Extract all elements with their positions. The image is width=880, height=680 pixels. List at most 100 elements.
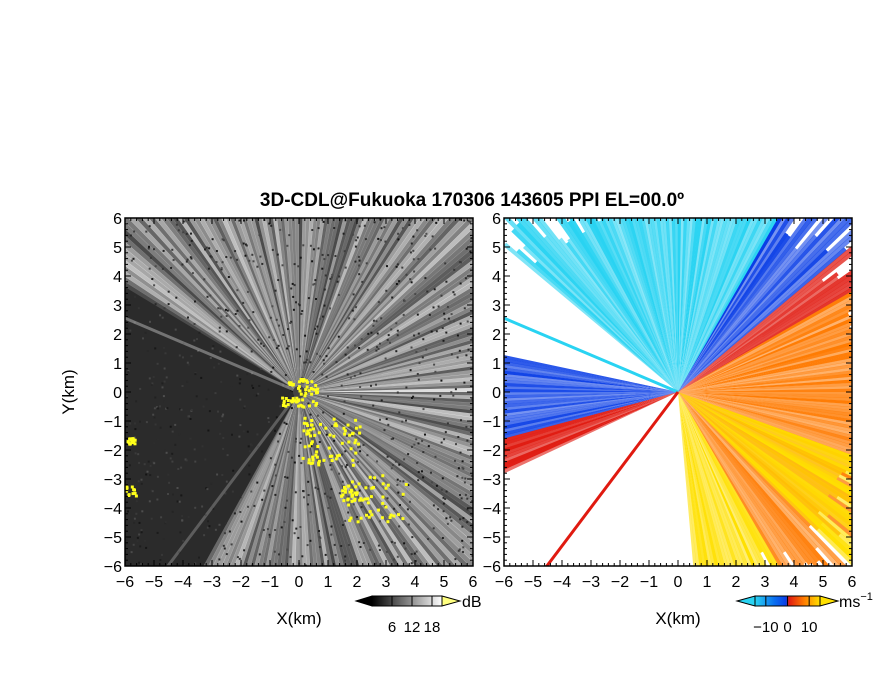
right-xlabel: X(km) [655,609,700,628]
left-isolated-ray [166,391,301,566]
left-noise [274,463,277,466]
left-flag-pixel [327,446,331,450]
right-velocity-beam [567,238,678,392]
left-noise [140,482,143,485]
left-flag-pixel [314,388,318,392]
right-velocity-beam [504,382,678,392]
left-noise [172,493,174,496]
left-noise [151,278,154,280]
left-beam [125,228,299,392]
left-xtick-label: −6 [116,574,134,591]
right-velocity-beam [678,392,812,528]
left-noise [139,387,142,390]
right-colorbar-unit-sup: −1 [860,591,873,603]
left-noise [394,460,397,463]
left-beam [128,218,299,392]
left-noise [217,307,220,310]
right-xtick-label: 0 [674,574,683,591]
left-beam [299,218,352,392]
left-flag-pixel [342,499,346,503]
left-flag-pixel [340,494,344,498]
left-noise [230,543,233,546]
left-beam [288,392,299,566]
left-noise [396,263,399,266]
left-noise [252,311,255,314]
left-noise [160,516,163,519]
right-velocity-beam [678,218,694,392]
left-beam [299,218,405,392]
left-noise [194,506,197,509]
left-noise [300,462,303,465]
left-noise [471,336,473,339]
left-noise [225,308,227,311]
left-noise [377,301,380,304]
left-noise [211,347,214,350]
left-noise [465,425,468,428]
left-flag-pixel [346,484,350,488]
left-noise [133,436,136,439]
left-flag-pixel [307,461,311,465]
left-noise [414,560,417,562]
left-noise [403,458,406,461]
left-noise [416,313,419,316]
left-beam [299,218,310,392]
left-noise [129,422,132,425]
left-noise [396,483,399,486]
left-noise [330,276,333,279]
left-noise [401,266,404,269]
left-noise [283,521,286,523]
left-noise [354,245,357,248]
left-noise [246,430,249,433]
left-noise [286,499,288,502]
left-flag-pixel [309,387,313,390]
left-flag-pixel [333,423,337,427]
left-noise [153,442,156,445]
right-xtick-label: −4 [553,574,571,591]
left-noise [205,398,208,401]
left-beam [299,218,373,392]
left-noise [261,262,264,265]
right-velocity-beam [678,218,847,392]
right-isolated-ray [504,316,679,394]
left-beam [299,392,473,474]
left-noise [176,487,179,489]
right-velocity-beam [678,218,767,392]
left-noise [325,375,328,378]
left-noise [445,517,448,520]
left-noise [402,313,405,316]
left-noise [138,521,141,524]
right-velocity-beam [678,218,703,392]
right-velocity-beam [678,218,852,392]
left-flag-pixel [293,399,296,403]
left-noise [317,247,320,250]
left-beam [299,392,352,566]
colorbar-tick-label: 0 [783,619,791,636]
left-flag-pixel [315,455,319,459]
left-noise [214,392,217,395]
left-noise [347,495,350,498]
left-beam [299,218,356,392]
left-beam [299,392,314,566]
right-velocity-beam [678,392,852,408]
left-noise [176,500,179,503]
left-flag-pixel [298,389,302,393]
left-noise [449,320,452,323]
left-noise [238,325,241,328]
right-velocity-beam [567,220,678,392]
left-beam [299,218,368,392]
left-noise [337,335,340,338]
left-noise [242,430,245,433]
left-flag-pixel [351,493,355,497]
left-beam [299,392,473,403]
left-noise [417,479,420,482]
left-noise [317,227,320,230]
left-noise [159,426,162,429]
left-flag-pixel [358,425,362,429]
right-velocity-beam [678,218,760,392]
left-noise [154,303,157,306]
left-flag-pixel [348,518,352,522]
left-noise [126,421,129,424]
right-velocity-beam [678,392,852,426]
left-flag-pixel [381,482,385,486]
left-noise [314,279,317,282]
